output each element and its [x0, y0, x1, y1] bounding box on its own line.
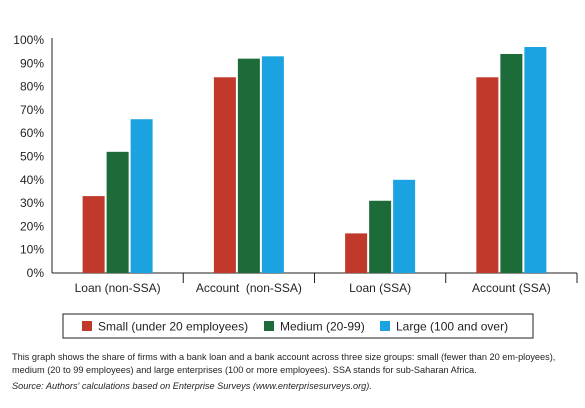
legend-label: Large (100 and over) [396, 320, 508, 334]
bar [345, 233, 368, 273]
y-tick-label: 90% [20, 56, 44, 70]
legend-box [62, 313, 534, 339]
legend-swatch [82, 321, 92, 331]
bar [369, 200, 392, 273]
bar [106, 151, 129, 273]
legend-label: Small (under 20 employees) [98, 320, 248, 334]
bar [130, 119, 153, 273]
x-category-label: Loan (non-SSA) [75, 281, 161, 295]
bar-chart: 0% 10% 20% 30% 40% 50% 60% 70% 80% 90% 100% Loan (n… [13, 33, 578, 339]
x-category-label: Loan (SSA) [349, 281, 411, 295]
x-category-label: Account (SSA) [472, 281, 551, 295]
legend-swatch [264, 321, 274, 331]
bar [82, 196, 105, 273]
y-tick-label: 70% [20, 103, 44, 117]
bar [213, 77, 236, 273]
bar [500, 53, 523, 274]
bar [237, 58, 260, 273]
bar [261, 56, 284, 274]
y-tick-label: 0% [27, 266, 45, 280]
y-tick-label: 10% [20, 243, 44, 257]
bar [393, 179, 416, 273]
y-tick-label: 50% [20, 150, 44, 164]
y-tick-label: 20% [20, 219, 44, 233]
y-tick-label: 30% [20, 196, 44, 210]
chart-caption: This graph shows the share of firms with… [12, 352, 556, 375]
y-tick-label: 40% [20, 173, 44, 187]
legend-label: Medium (20-99) [280, 320, 365, 334]
bar [476, 77, 499, 273]
x-category-label: Account (non-SSA) [196, 281, 302, 295]
bar [524, 46, 547, 273]
chart-source: Source: Authors' calculations based on E… [12, 381, 372, 391]
legend-swatch [380, 321, 390, 331]
y-tick-label: 100% [13, 33, 44, 47]
y-tick-label: 60% [20, 126, 44, 140]
y-tick-label: 80% [20, 80, 44, 94]
